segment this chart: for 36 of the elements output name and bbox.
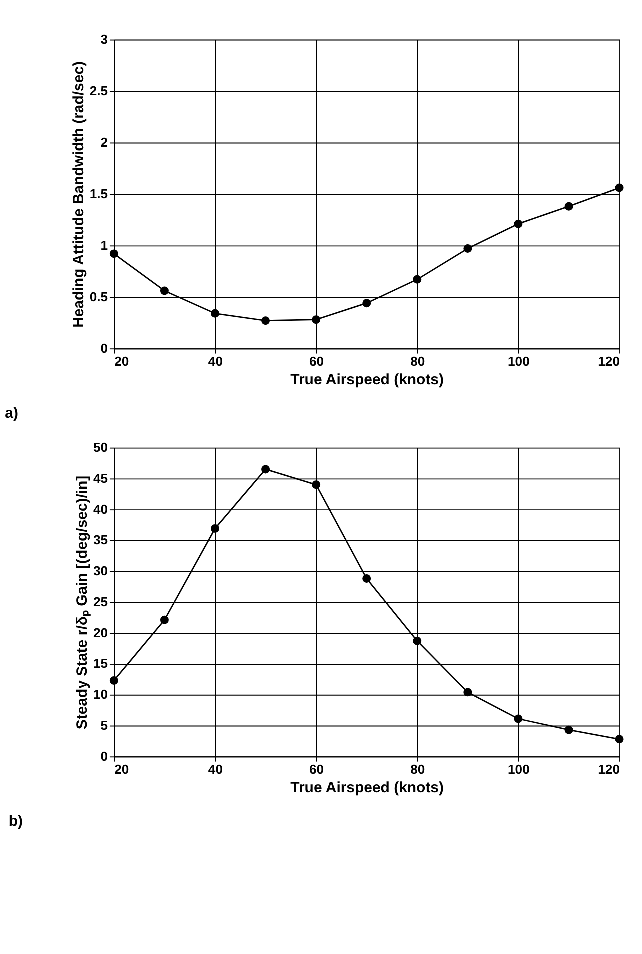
y-tick-label: 1.5 [90, 186, 108, 202]
y-tick-label: 40 [94, 502, 108, 517]
y-tick-label: 25 [94, 594, 108, 610]
y-tick-label: 45 [94, 470, 108, 486]
y-tick-label: 0 [100, 340, 108, 356]
y-tick-label: 1 [100, 238, 108, 253]
y-tick-label: 15 [94, 656, 108, 672]
x-tick-label: 60 [310, 354, 324, 369]
y-axis-title: Steady State r/δₚ Gain [(deg/sec)/in] [74, 476, 91, 730]
y-tick-label: 50 [94, 440, 108, 456]
y-tick-label: 0.5 [90, 289, 108, 304]
y-tick-label: 2.5 [90, 83, 108, 98]
x-tick-label: 80 [410, 354, 426, 369]
x-axis-title: True Airspeed (knots) [290, 372, 444, 389]
y-axis-title: Heading Attitude Bandwidth (rad/sec) [70, 61, 88, 328]
y-tick-label: 2 [100, 134, 108, 150]
x-tick-label: 40 [208, 354, 224, 369]
text: b) [8, 812, 23, 830]
x-tick-label: 100 [508, 762, 530, 777]
x-tick-label: 60 [310, 762, 324, 777]
y-tick-label: 20 [94, 625, 108, 640]
y-tick-label: 5 [100, 718, 108, 734]
text: a) [5, 404, 19, 422]
y-tick-label: 30 [94, 564, 108, 579]
x-tick-label: 80 [410, 762, 426, 777]
x-tick-label: 20 [114, 762, 130, 777]
x-axis-title: True Airspeed (knots) [290, 780, 444, 797]
x-tick-label: 100 [508, 354, 530, 369]
x-tick-label: 20 [114, 354, 130, 369]
y-tick-label: 0 [100, 748, 108, 764]
y-tick-label: 35 [94, 532, 108, 548]
x-tick-label: 40 [208, 762, 224, 777]
x-tick-label: 120 [598, 762, 620, 777]
y-tick-label: 10 [94, 687, 108, 702]
x-tick-label: 120 [598, 354, 620, 369]
y-tick-label: 3 [100, 32, 108, 48]
